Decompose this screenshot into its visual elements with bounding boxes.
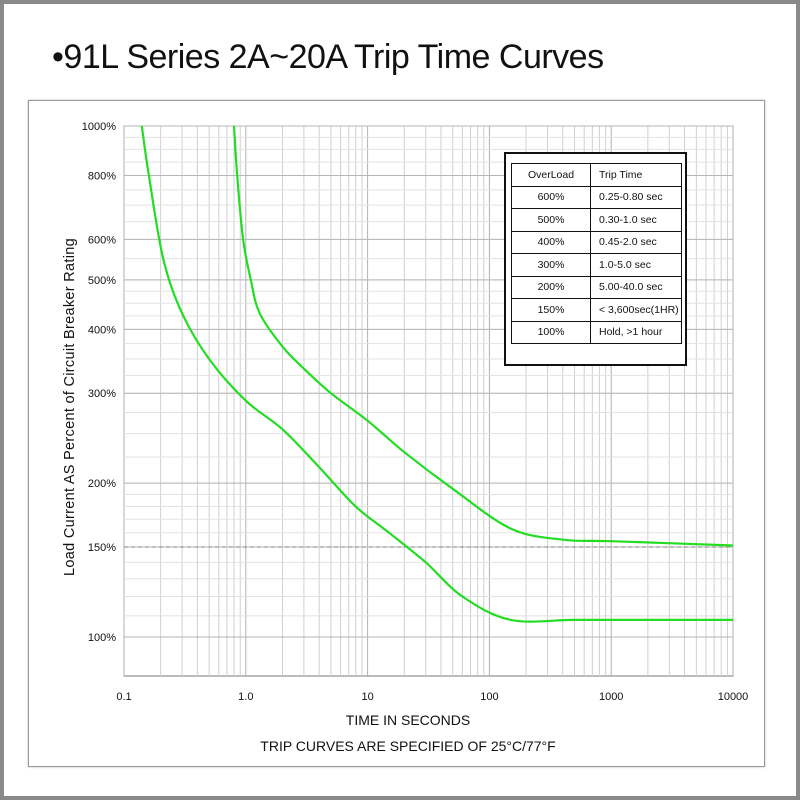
- chart-title: •91L Series 2A~20A Trip Time Curves: [52, 38, 604, 76]
- x-tick-label: 1000: [599, 691, 623, 703]
- y-tick-label: 200%: [88, 478, 116, 490]
- y-axis-label: Load Current AS Percent of Circuit Break…: [62, 238, 78, 576]
- table-header-row: OverLoad Trip Time: [511, 163, 682, 187]
- table-row: 300% 1.0-5.0 sec: [511, 253, 682, 277]
- overload-table-panel: OverLoad Trip Time 600% 0.25-0.80 sec 50…: [504, 152, 687, 366]
- overload-cell: 500%: [511, 208, 591, 232]
- temperature-note: TRIP CURVES ARE SPECIFIED OF 25°C/77°F: [260, 738, 556, 754]
- overload-cell: 300%: [511, 253, 591, 277]
- trip-time-cell: Hold, >1 hour: [590, 320, 682, 344]
- trip-time-cell: 5.00-40.0 sec: [590, 275, 682, 299]
- tick-labels-layer: 100%150%200%300%400%500%600%800%1000%0.1…: [82, 121, 749, 703]
- table-row: 600% 0.25-0.80 sec: [511, 185, 682, 209]
- table-row: 100% Hold, >1 hour: [511, 320, 682, 344]
- overload-cell: 150%: [511, 298, 591, 322]
- table-row: 500% 0.30-1.0 sec: [511, 208, 682, 232]
- y-tick-label: 100%: [88, 632, 116, 644]
- y-tick-label: 400%: [88, 324, 116, 336]
- table-row: 400% 0.45-2.0 sec: [511, 230, 682, 254]
- overload-table: OverLoad Trip Time 600% 0.25-0.80 sec 50…: [511, 163, 682, 344]
- y-tick-label: 150%: [88, 542, 116, 554]
- x-tick-label: 10000: [718, 691, 749, 703]
- table-row: 150% < 3,600sec(1HR): [511, 298, 682, 322]
- trip-time-cell: 0.25-0.80 sec: [590, 185, 682, 209]
- overload-cell: 200%: [511, 275, 591, 299]
- curves-layer: [140, 125, 734, 623]
- trip-time-cell: < 3,600sec(1HR): [590, 298, 682, 322]
- table-row: 200% 5.00-40.0 sec: [511, 275, 682, 299]
- trip-time-cell: 0.45-2.0 sec: [590, 230, 682, 254]
- overload-cell: 600%: [511, 185, 591, 209]
- overload-header: OverLoad: [511, 163, 591, 187]
- x-tick-label: 0.1: [116, 691, 131, 703]
- y-tick-label: 1000%: [82, 121, 116, 133]
- y-tick-label: 800%: [88, 171, 116, 183]
- trip-time-header: Trip Time: [590, 163, 682, 187]
- y-tick-label: 500%: [88, 275, 116, 287]
- trip-time-cell: 0.30-1.0 sec: [590, 208, 682, 232]
- trip-time-cell: 1.0-5.0 sec: [590, 253, 682, 277]
- upper-trip-curve: [232, 125, 734, 547]
- x-tick-label: 10: [361, 691, 373, 703]
- overload-cell: 400%: [511, 230, 591, 254]
- y-tick-label: 600%: [88, 234, 116, 246]
- x-tick-label: 100: [480, 691, 498, 703]
- x-tick-label: 1.0: [238, 691, 253, 703]
- overload-cell: 100%: [511, 320, 591, 344]
- lower-trip-curve: [140, 125, 733, 623]
- y-tick-label: 300%: [88, 388, 116, 400]
- x-axis-label: TIME IN SECONDS: [345, 712, 471, 728]
